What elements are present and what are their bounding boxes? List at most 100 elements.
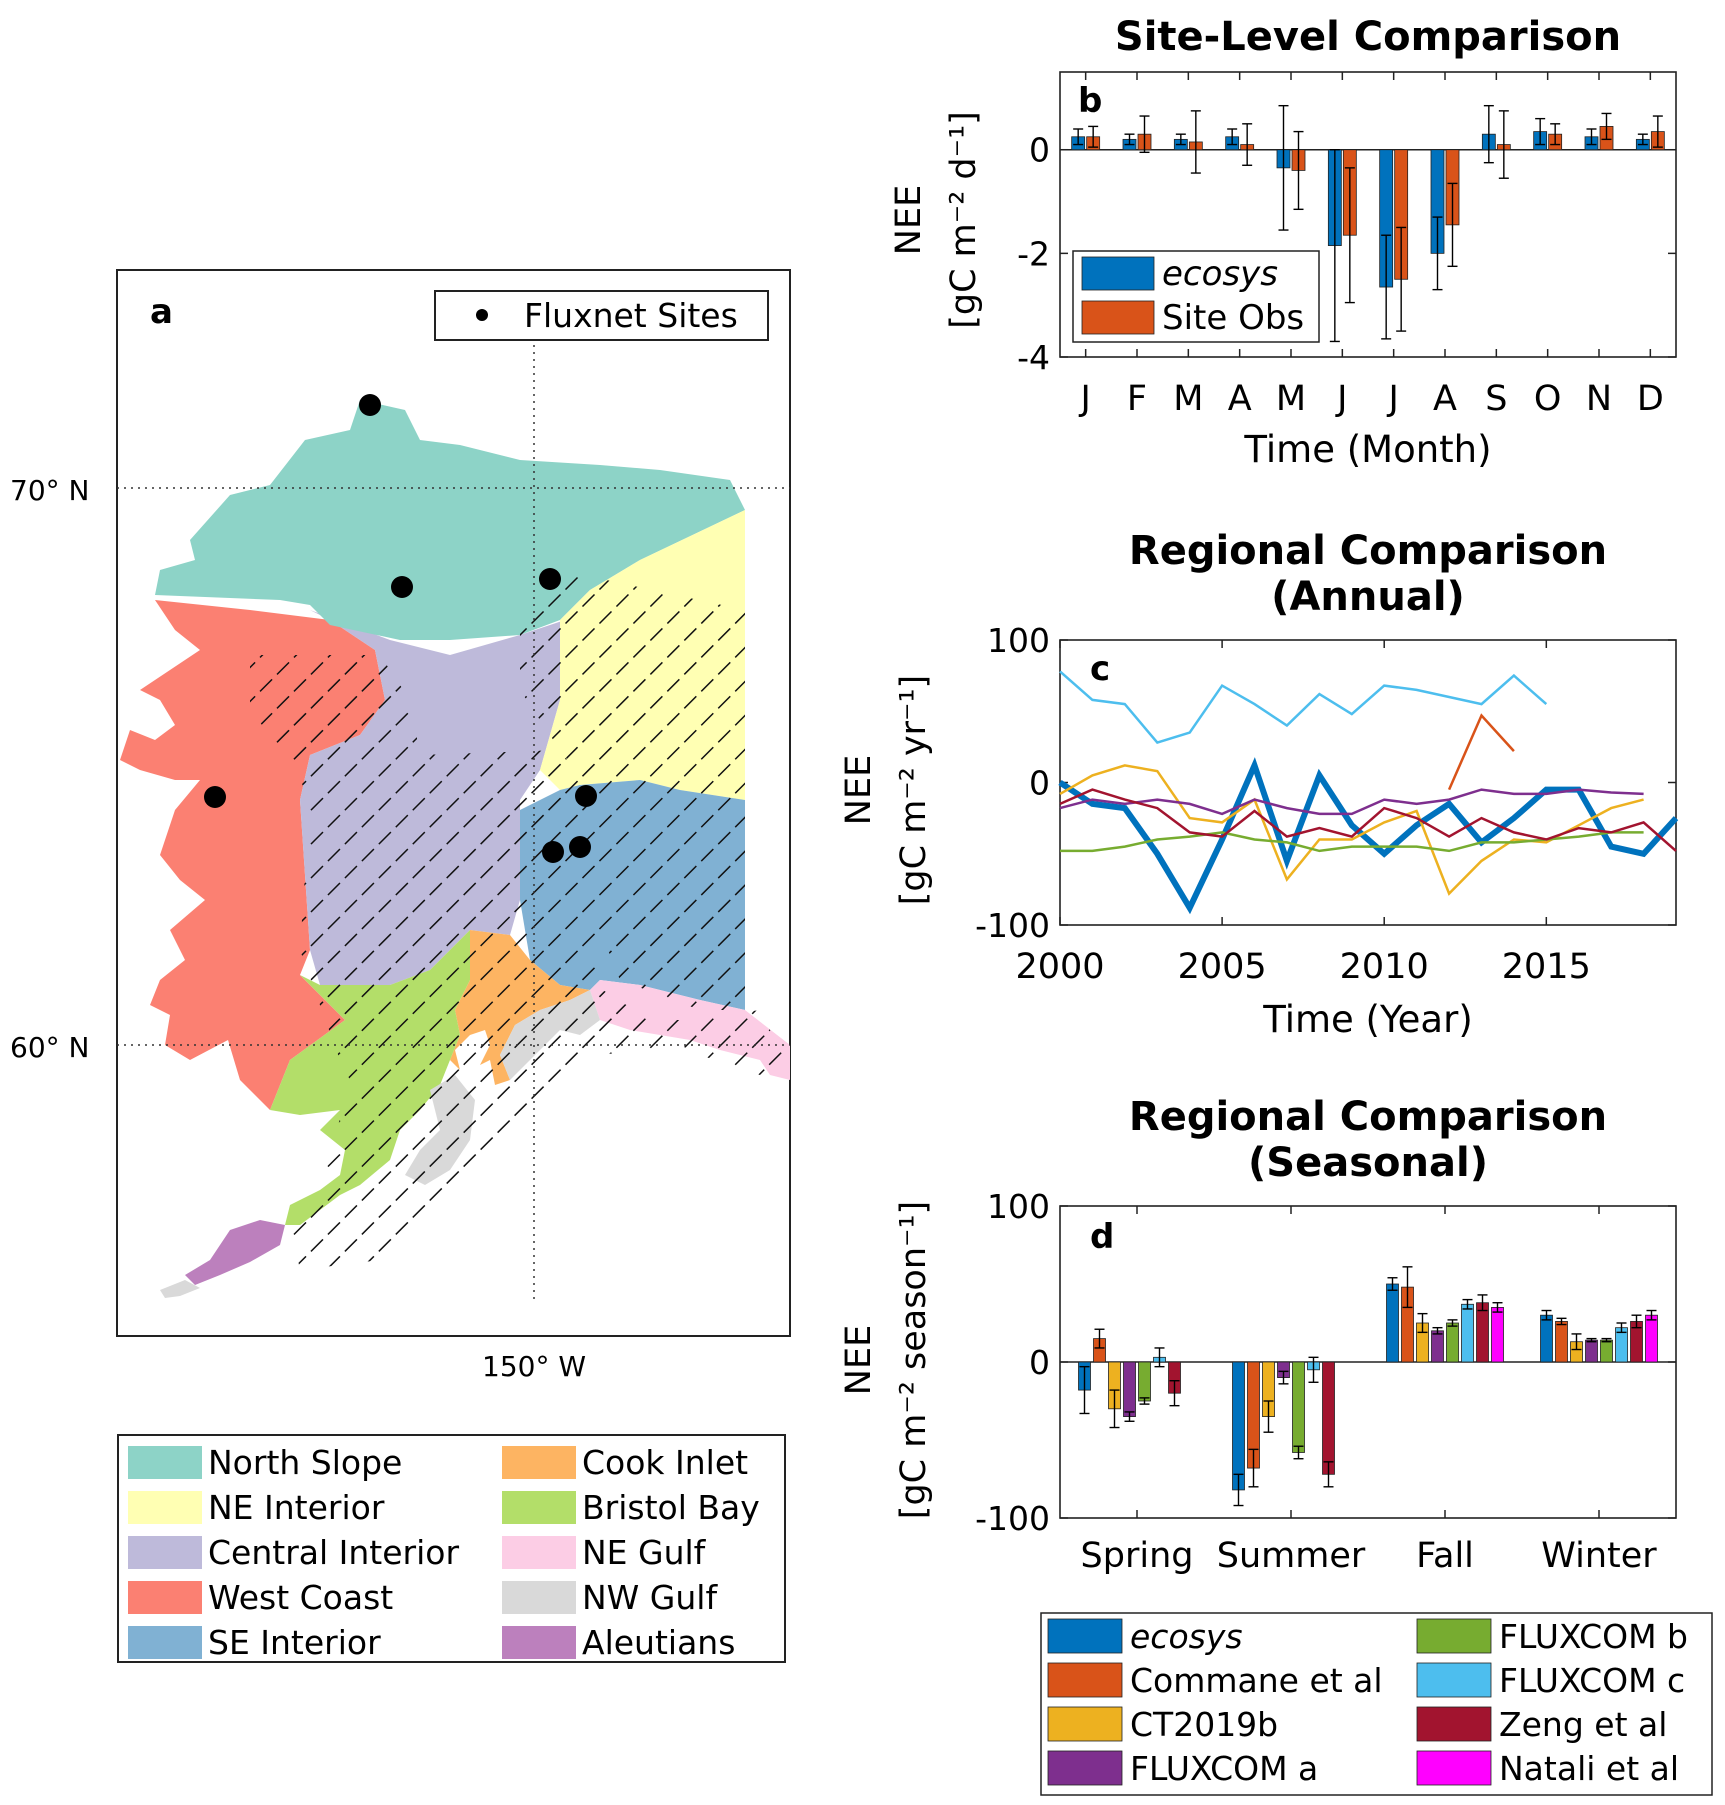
series-line [1447,713,1515,791]
series-line [1059,670,1548,745]
legend-swatch [502,1491,576,1524]
bar [1322,1361,1335,1475]
fluxnet-site [569,836,591,858]
map-legend: Fluxnet Sites [434,290,769,341]
fluxnet-sites [204,394,597,863]
legend-label: Aleutians [582,1623,735,1662]
x-axis-label: Time (Month) [1243,428,1491,471]
legend-label: SE Interior [208,1623,381,1662]
x-tick-label: 2005 [1178,947,1267,987]
regional-seasonal-chart: Regional Comparison(Seasonal) Spring Summe… [839,1094,1713,1796]
legend-swatch [128,1446,202,1479]
x-tick-label: M [1173,379,1203,419]
fluxnet-legend-marker [476,309,488,321]
legend-label: NE Interior [208,1488,385,1527]
legend-label: Site Obs [1162,298,1304,338]
fluxnet-site [539,568,561,590]
panel-label: b [1078,81,1102,121]
bar [1446,1322,1459,1363]
legend-label: North Slope [208,1443,402,1482]
legend-label: NE Gulf [582,1533,707,1572]
legend-label: CT2019b [1130,1705,1278,1744]
x-tick-label: J [1387,379,1399,419]
legend-swatch [1416,1706,1492,1742]
fluxnet-site [575,785,597,807]
chart-title: (Seasonal) [1248,1140,1488,1186]
lon-label-150: 150° W [482,1350,586,1383]
legend-label: Bristol Bay [582,1488,760,1527]
legend-swatch [1047,1618,1123,1654]
region-map: a Fluxnet Sites 70° N 60° N 150° W [10,269,791,1383]
x-tick-label: D [1637,379,1664,419]
bar [1431,1330,1444,1363]
y-tick-label: -4 [1017,338,1050,377]
x-tick-label: O [1534,379,1562,419]
legend-swatch [1047,1750,1123,1786]
x-tick-label: F [1127,379,1147,419]
x-tick-label: Fall [1416,1536,1474,1576]
x-tick-label: Summer [1217,1536,1366,1576]
series-line [1059,788,1677,852]
x-tick-label: S [1485,379,1507,419]
legend-swatch [1416,1662,1492,1698]
bar [1600,1339,1613,1363]
fluxnet-site [359,394,381,416]
panel-label: c [1090,649,1110,689]
legend-swatch [128,1581,202,1614]
legend-label: Natali et al [1499,1749,1679,1788]
bar [1491,1307,1504,1363]
axes-frame [1059,639,1677,926]
bar [1232,1361,1245,1491]
legend-label: Central Interior [208,1533,459,1572]
fluxnet-site [391,576,413,598]
y-tick-label: 0 [1029,764,1050,803]
legend-swatch [502,1446,576,1479]
legend-swatch [502,1536,576,1569]
legend-label: NW Gulf [582,1578,718,1617]
x-tick-label: 2010 [1340,947,1429,987]
chart-title: Site-Level Comparison [1115,14,1621,60]
bar [1123,1361,1136,1417]
y-tick-label: -2 [1017,234,1050,273]
legend-swatch [128,1491,202,1524]
axes-frame [1059,71,1677,358]
x-tick-label: A [1228,379,1252,419]
legend-label: Zeng et al [1499,1705,1667,1744]
y-tick-label: -100 [975,1499,1050,1538]
bar [1585,1339,1598,1363]
legend-label: FLUXCOM a [1130,1749,1318,1788]
legend-label: FLUXCOM c [1499,1661,1685,1700]
lat-label-60: 60° N [10,1031,89,1064]
legend-label: FLUXCOM b [1499,1617,1688,1656]
y-tick-label: 0 [1029,1343,1050,1382]
chart-title: Regional Comparison [1129,1094,1607,1140]
legend-label: Cook Inlet [582,1443,748,1482]
y-tick-label: -100 [975,906,1050,945]
fluxnet-site [204,786,226,808]
map-panel-label: a [150,292,173,332]
bar [1540,1314,1553,1363]
x-tick-label: 2000 [1015,947,1104,987]
x-tick-label: Winter [1541,1536,1657,1576]
legend-swatch [1416,1750,1492,1786]
fluxnet-legend-label: Fluxnet Sites [524,296,738,335]
legend-label: Commane et al [1130,1661,1383,1700]
x-tick-label: 2015 [1502,947,1591,987]
regional-annual-chart: Regional Comparison(Annual) 2000 2005 2010 2… [839,528,1679,1041]
bar [1476,1302,1489,1363]
legend-swatch [1047,1706,1123,1742]
legend-swatch [1081,300,1155,335]
y-tick-label: 100 [987,621,1050,660]
chart-legend: ecosys Commane et al CT2019b FLUXCOM a FLUXC… [1040,1612,1713,1796]
y-axis-label: NEE [gC m⁻² season⁻¹] [839,1201,934,1519]
chart-title: Regional Comparison [1129,528,1607,574]
region-aleutians-tail [160,1280,200,1298]
legend-swatch [1416,1618,1492,1654]
legend-swatch [128,1536,202,1569]
legend-swatch [502,1581,576,1614]
y-axis-label: NEE [gC m⁻² yr⁻¹] [839,675,934,905]
x-axis-label: Time (Year) [1262,998,1473,1041]
panel-label: d [1090,1217,1114,1257]
x-tick-label: N [1586,379,1612,419]
bar [1461,1303,1474,1363]
